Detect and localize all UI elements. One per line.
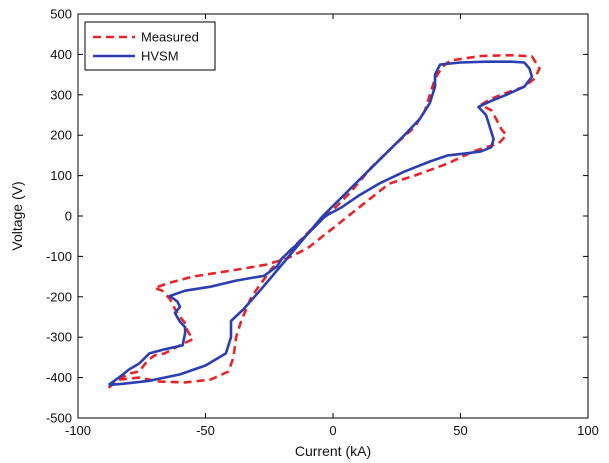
y-tick-label: 100 (50, 168, 72, 183)
y-tick-label: -400 (46, 370, 72, 385)
x-tick-label: 50 (453, 423, 467, 438)
y-tick-label: 0 (65, 209, 72, 224)
x-axis-label: Current (kA) (295, 443, 371, 459)
y-tick-label: 500 (50, 7, 72, 22)
y-tick-label: -100 (46, 249, 72, 264)
legend-label-hvsm: HVSM (141, 49, 179, 64)
x-tick-label: 100 (577, 423, 599, 438)
x-tick-label: 0 (329, 423, 336, 438)
y-tick-label: 400 (50, 47, 72, 62)
y-tick-label: 200 (50, 128, 72, 143)
series-line-hvsm (107, 60, 534, 387)
x-tick-label: -100 (65, 423, 91, 438)
y-tick-label: -300 (46, 330, 72, 345)
legend-box (84, 21, 216, 71)
y-tick-label: -200 (46, 289, 72, 304)
y-tick-label: 300 (50, 87, 72, 102)
y-axis-label: Voltage (V) (9, 181, 25, 250)
legend-label-measured: Measured (141, 30, 199, 45)
legend: Measured HVSM (84, 21, 216, 71)
x-tick-label: -50 (196, 423, 215, 438)
plot-frame (77, 13, 589, 419)
y-tick-label: -500 (46, 411, 72, 426)
series-layer (107, 53, 541, 389)
